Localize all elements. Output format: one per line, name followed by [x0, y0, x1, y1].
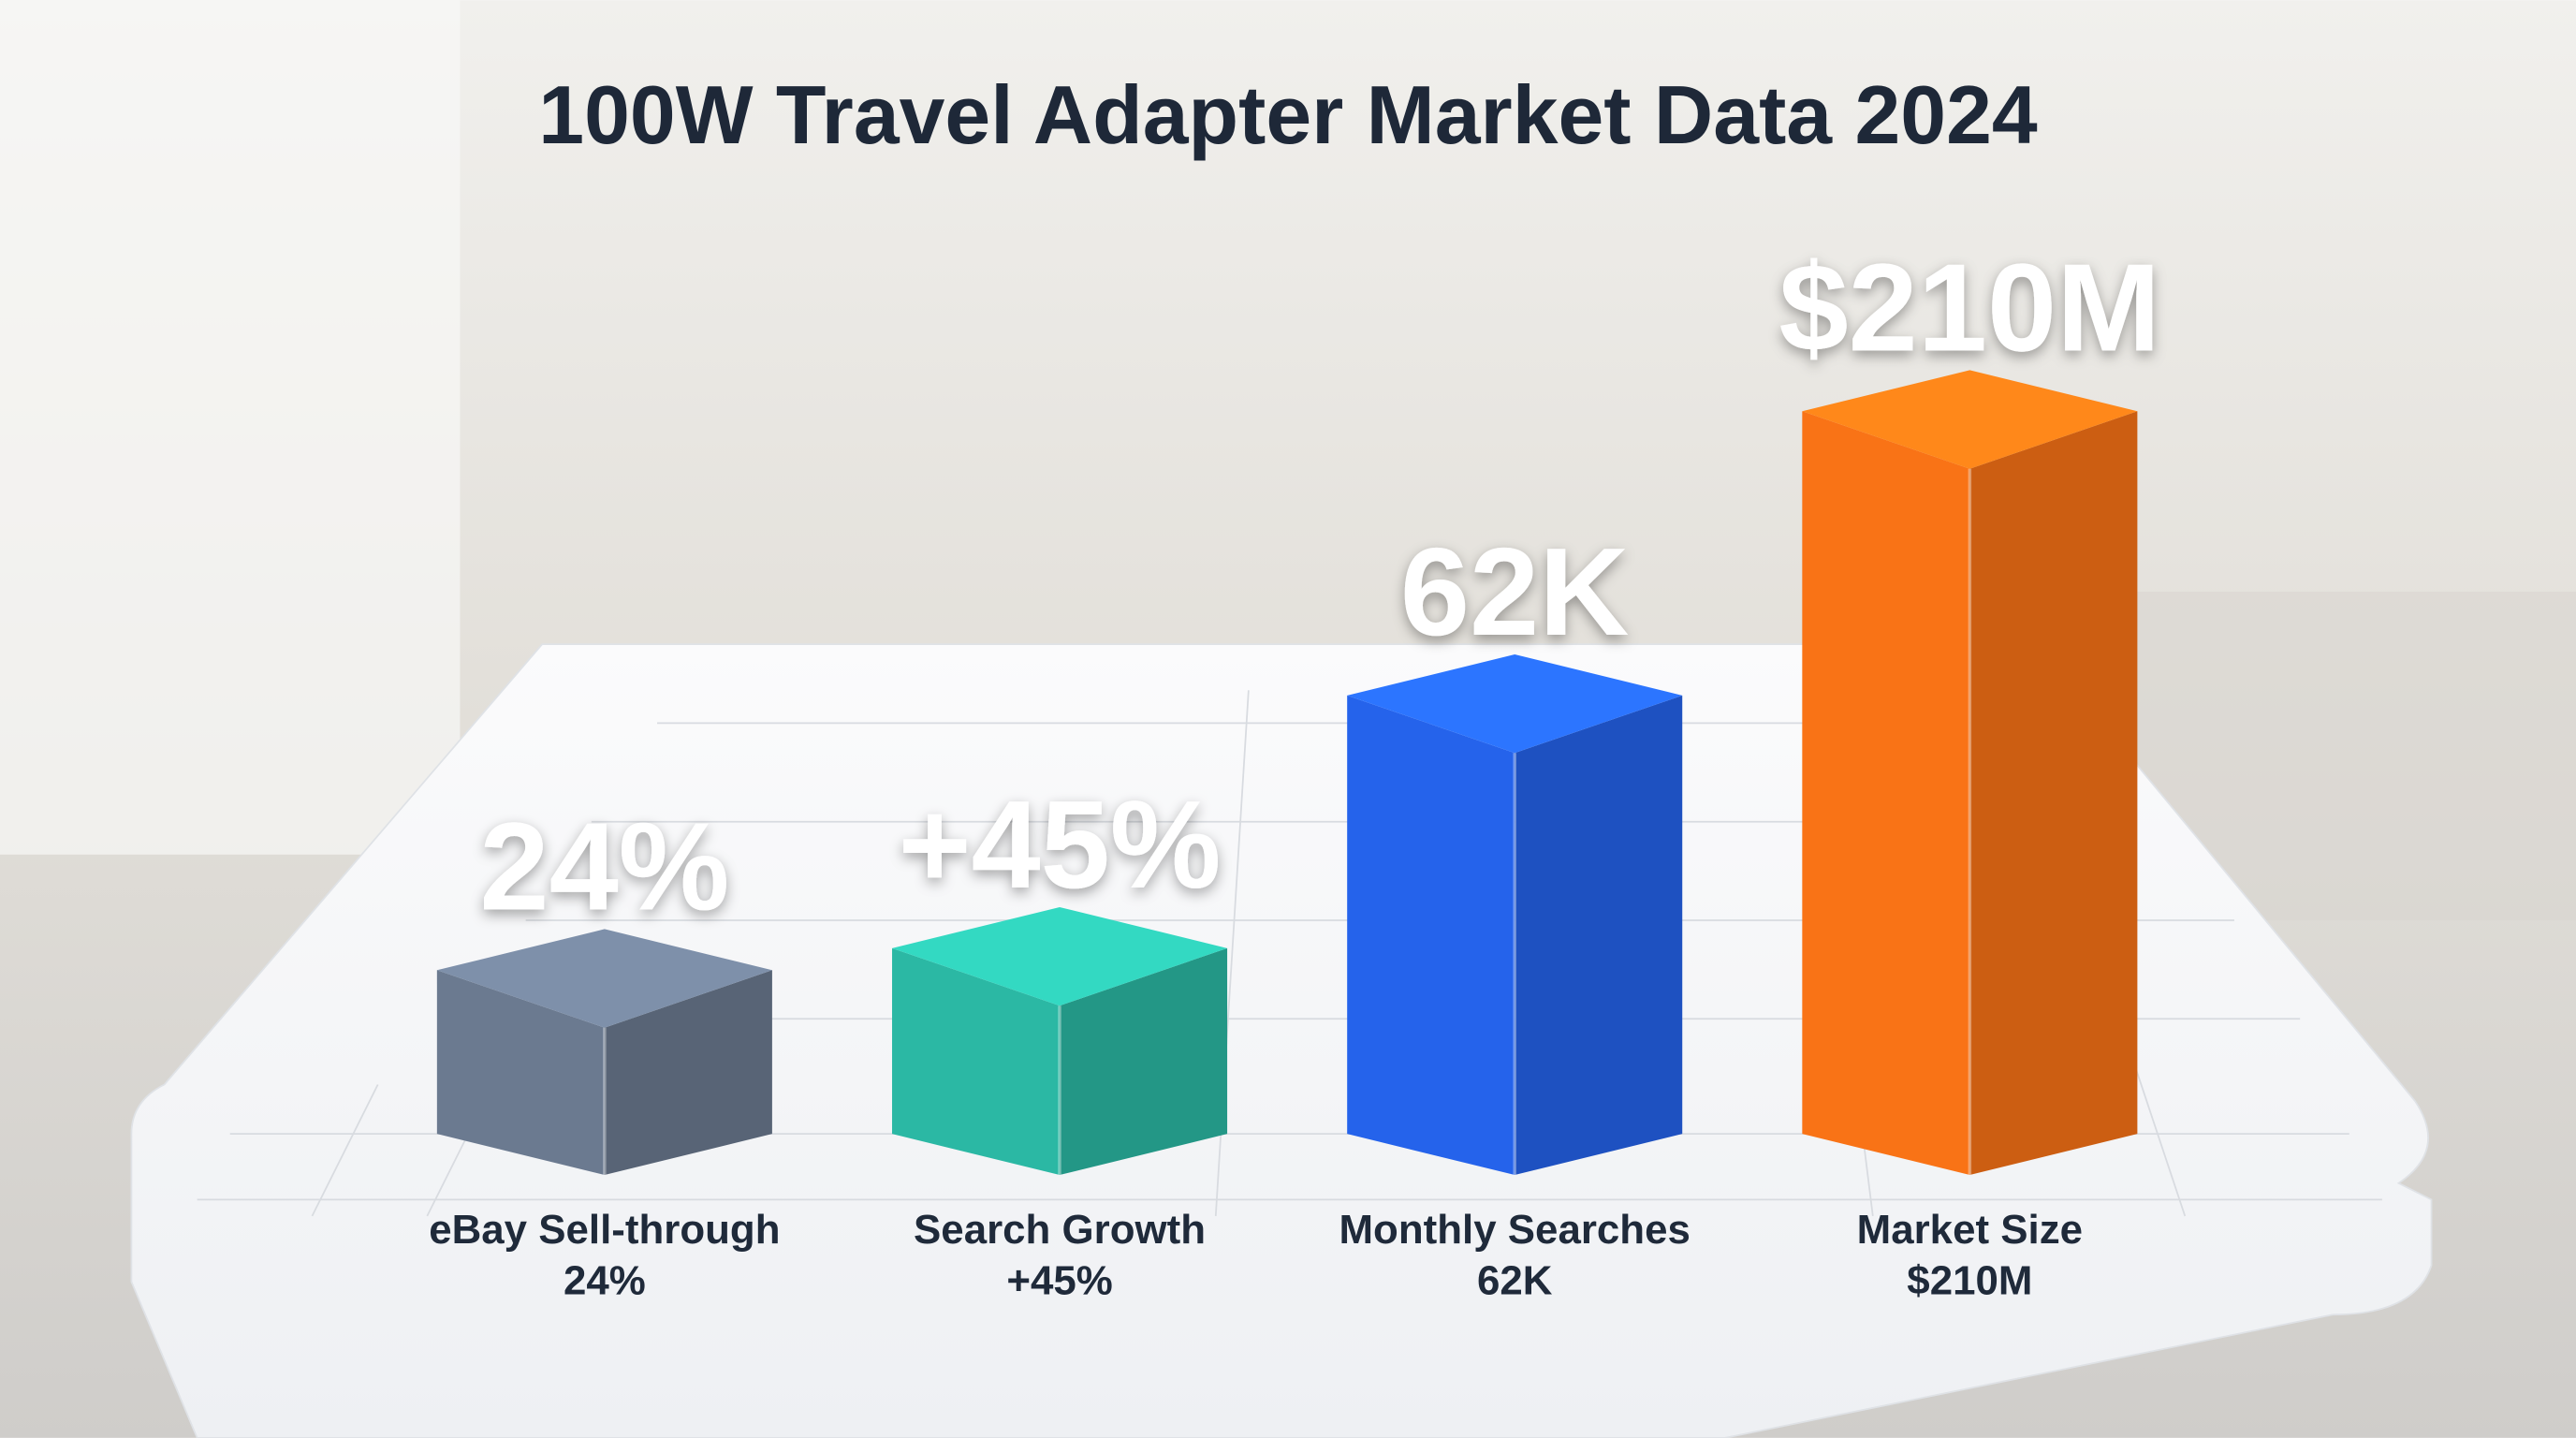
window — [0, 0, 461, 855]
category-label: eBay Sell-through — [429, 1207, 780, 1253]
bar — [1802, 370, 2138, 1176]
value-label: 62K — [1400, 522, 1630, 662]
category-label: Market Size — [1857, 1207, 2083, 1253]
value-label: $210M — [1778, 238, 2160, 377]
bar — [892, 906, 1228, 1176]
category-value-label: 24% — [564, 1257, 646, 1303]
value-label: 24% — [479, 797, 729, 936]
category-label: Search Growth — [914, 1207, 1206, 1253]
bar-top-face — [1347, 653, 1683, 754]
bar-top-face — [892, 906, 1228, 1006]
bar-left-face — [892, 947, 1061, 1176]
bar-right-face — [604, 970, 772, 1176]
bar-right-face — [1969, 411, 2138, 1176]
chart-title: 100W Travel Adapter Market Data 2024 — [538, 69, 2038, 161]
bar-left-face — [1802, 411, 1970, 1176]
bar-right-face — [1515, 695, 1683, 1176]
category-value-label: 62K — [1477, 1257, 1553, 1303]
bar — [436, 929, 772, 1176]
bar-top-face — [1802, 370, 2138, 469]
category-value-label: +45% — [1006, 1257, 1112, 1303]
bar — [1347, 653, 1683, 1176]
value-label: +45% — [899, 775, 1222, 915]
bar-top-face — [436, 929, 772, 1028]
category-label: Monthly Searches — [1339, 1207, 1690, 1253]
category-value-label: $210M — [1907, 1257, 2032, 1303]
bar-right-face — [1060, 947, 1228, 1176]
bar-left-face — [436, 970, 605, 1176]
bar-left-face — [1347, 695, 1515, 1176]
